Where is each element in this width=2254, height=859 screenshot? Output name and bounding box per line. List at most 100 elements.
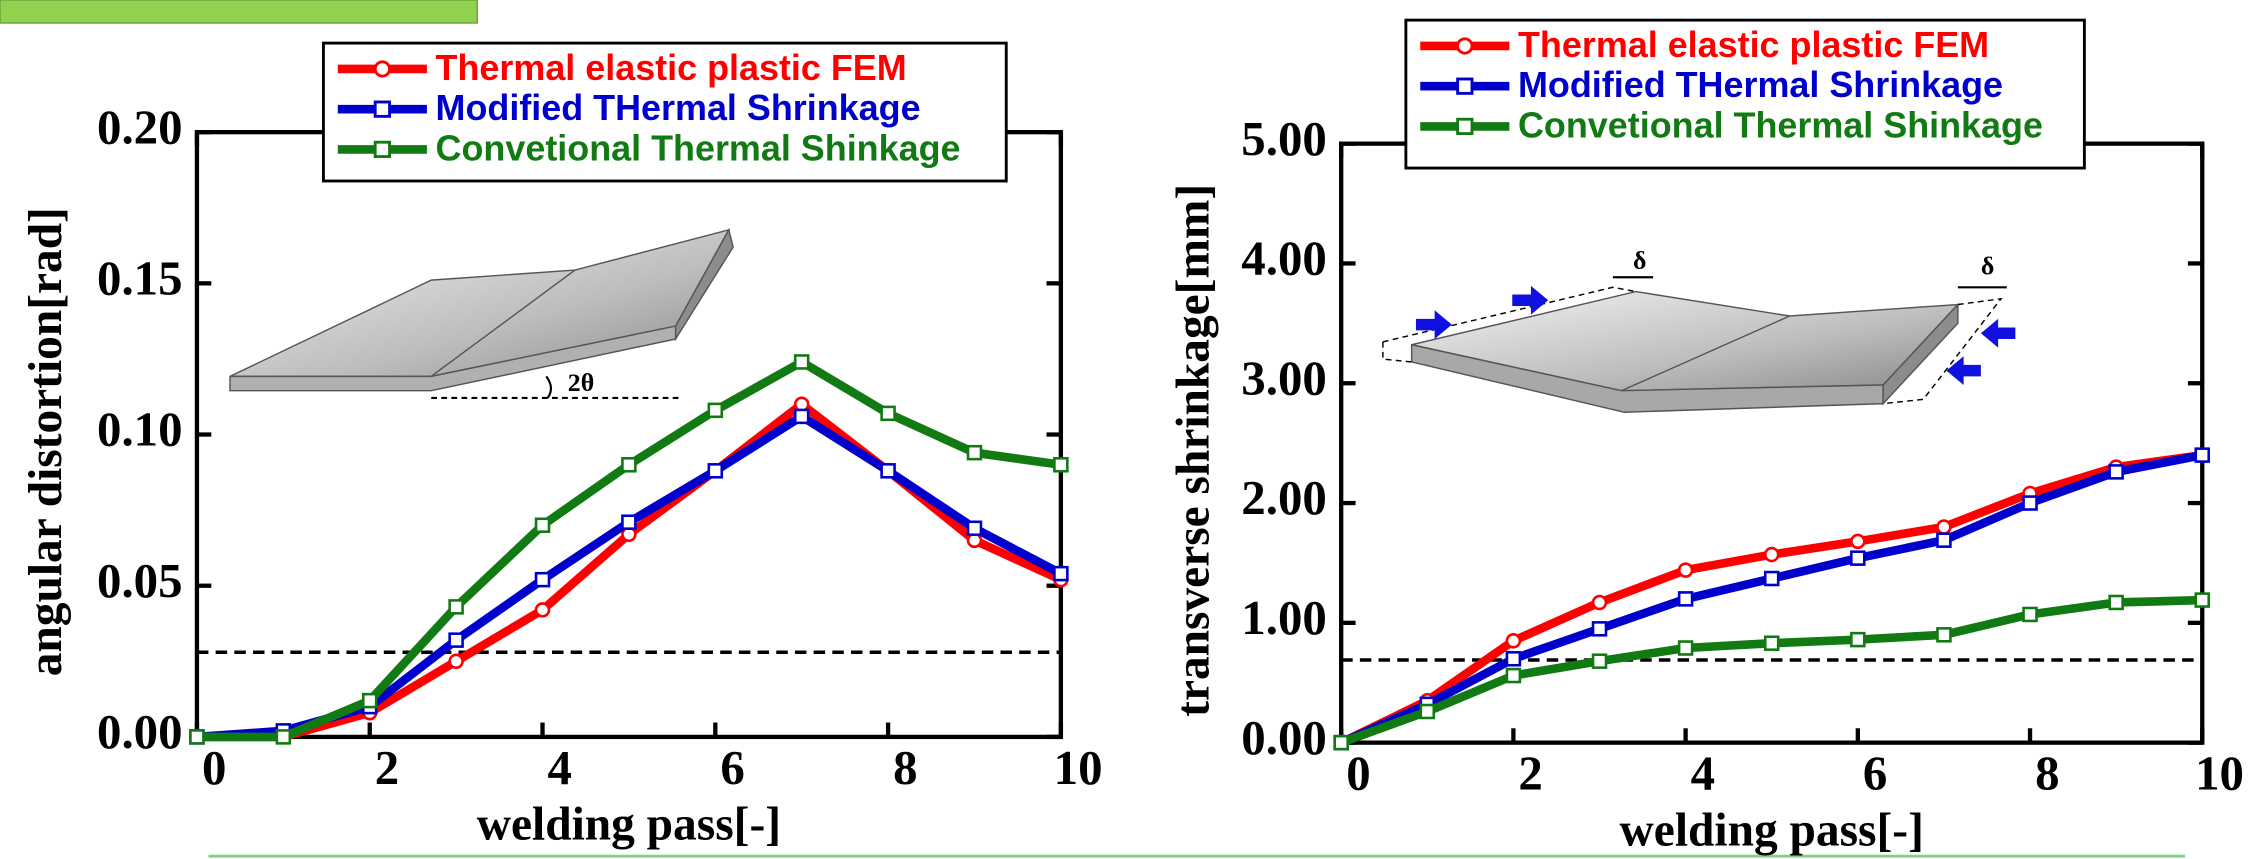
annotation: 2θ — [568, 368, 594, 397]
marker — [1850, 550, 1866, 566]
y-tick-label: 0.20 — [97, 99, 183, 154]
legend-marker — [373, 140, 391, 159]
legend-marker — [1456, 77, 1474, 95]
y-tick-label: 0.00 — [97, 704, 183, 759]
y-tick-label: 0.00 — [1241, 710, 1327, 765]
marker — [1763, 635, 1780, 651]
marker — [793, 354, 810, 370]
marker — [534, 602, 551, 618]
marker — [1053, 457, 1069, 473]
marker — [966, 520, 983, 537]
annotation: δ — [1981, 252, 1994, 281]
marker — [1419, 703, 1436, 720]
legend-marker — [373, 60, 391, 78]
legend-label: Thermal elastic plastic FEM — [1518, 24, 1989, 65]
marker — [1505, 667, 1522, 684]
marker — [1850, 631, 1866, 648]
marker — [880, 463, 896, 479]
legend-label: Thermal elastic plastic FEM — [436, 47, 907, 88]
marker — [2022, 606, 2038, 623]
marker — [621, 457, 637, 473]
x-tick-label: 4 — [548, 740, 572, 795]
header-tab — [0, 0, 478, 24]
marker — [1677, 562, 1694, 578]
marker — [1053, 565, 1069, 582]
marker — [1677, 640, 1694, 656]
x-tick-label: 6 — [720, 740, 744, 795]
marker — [1677, 591, 1694, 607]
marker — [448, 599, 464, 615]
y-axis-title: transverse shrinkage[mm] — [1167, 184, 1219, 717]
x-tick-label: 0 — [202, 740, 226, 795]
legend-label: Convetional Thermal Shinkage — [436, 127, 961, 168]
marker — [707, 463, 724, 479]
legend-marker — [373, 100, 391, 118]
marker — [361, 692, 378, 709]
legend-label: Convetional Thermal Shinkage — [1518, 104, 2043, 145]
marker — [2194, 592, 2211, 608]
marker — [621, 514, 637, 530]
x-tick-label: 6 — [1863, 746, 1887, 801]
x-tick-label: 2 — [1518, 746, 1542, 801]
marker — [2022, 495, 2038, 511]
x-tick-label: 8 — [893, 740, 917, 795]
marker — [275, 729, 292, 745]
marker — [793, 408, 810, 425]
y-tick-label: 3.00 — [1241, 350, 1327, 405]
x-axis-title: welding pass[-] — [1620, 804, 1924, 856]
marker — [707, 402, 724, 419]
marker — [966, 444, 983, 461]
x-tick-label: 10 — [2195, 746, 2244, 801]
marker — [1591, 594, 1608, 611]
y-tick-label: 0.15 — [97, 251, 183, 306]
y-axis-title: angular distortion[rad] — [20, 207, 72, 676]
series-line — [196, 399, 1063, 742]
legend-label: Modified THermal Shrinkage — [1518, 64, 2003, 105]
plate-illustration — [229, 227, 734, 399]
marker — [1505, 651, 1522, 667]
marker — [1850, 533, 1866, 550]
y-tick-label: 0.10 — [97, 402, 183, 457]
marker — [1936, 532, 1952, 548]
x-axis-title: welding pass[-] — [477, 799, 781, 851]
marker — [189, 729, 205, 745]
y-tick-label: 1.00 — [1241, 590, 1327, 645]
y-tick-label: 0.05 — [97, 553, 183, 608]
y-tick-label: 2.00 — [1241, 470, 1327, 525]
marker — [2108, 594, 2124, 611]
series-line — [196, 357, 1062, 742]
marker — [1591, 653, 1608, 669]
plate-illustration — [1382, 276, 2016, 413]
x-tick-label: 0 — [1346, 746, 1370, 801]
marker — [1763, 546, 1780, 563]
x-tick-label: 10 — [1054, 740, 1103, 795]
legend-marker — [1456, 37, 1474, 55]
plot-frame — [1339, 141, 2205, 745]
y-tick-label: 4.00 — [1241, 231, 1327, 286]
x-tick-label: 2 — [375, 740, 399, 795]
legend-box — [322, 41, 1008, 183]
y-tick-label: 5.00 — [1241, 111, 1327, 166]
x-tick-label: 8 — [2035, 746, 2059, 801]
marker — [448, 653, 464, 670]
marker — [1591, 621, 1608, 637]
x-tick-label: 4 — [1691, 746, 1715, 801]
series-line — [1339, 450, 2204, 747]
marker — [2194, 447, 2211, 463]
marker — [2108, 464, 2124, 480]
marker — [534, 571, 551, 588]
marker — [1333, 734, 1349, 751]
legend-marker — [1456, 117, 1474, 136]
marker — [534, 517, 551, 533]
marker — [880, 405, 896, 422]
marker — [1936, 627, 1952, 643]
marker — [448, 632, 464, 648]
marker — [1763, 570, 1780, 587]
marker — [1936, 519, 1952, 535]
annotation: δ — [1633, 246, 1646, 275]
legend-box — [1404, 18, 2086, 170]
marker — [1505, 633, 1522, 649]
series-line — [1339, 450, 2203, 747]
